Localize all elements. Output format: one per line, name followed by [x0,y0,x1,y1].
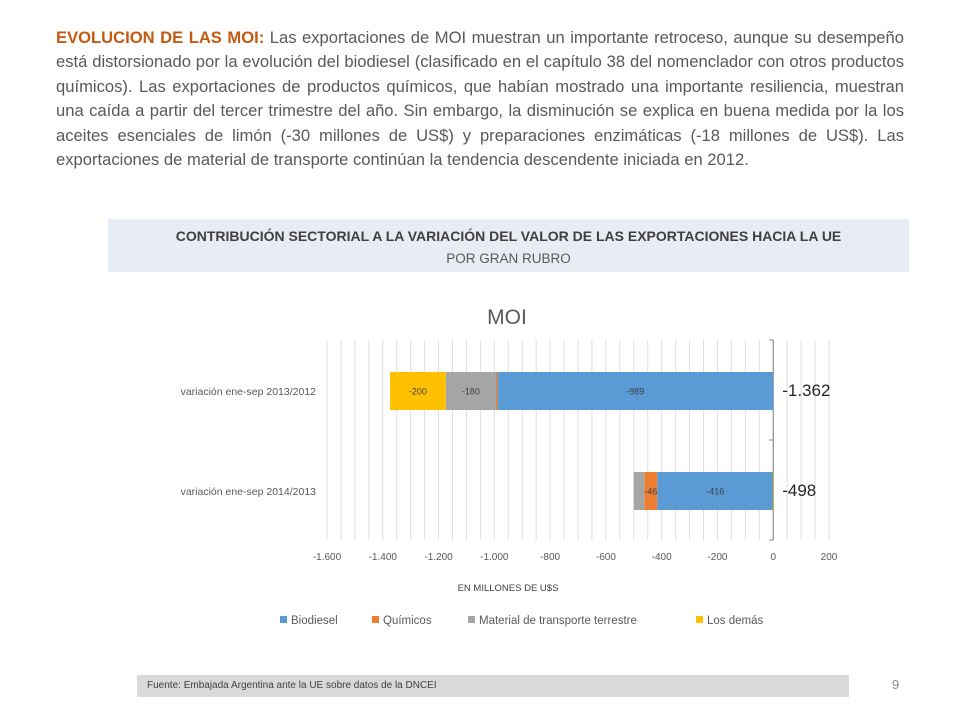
legend-swatch [468,616,475,623]
bar-segment [445,372,497,410]
bar-segment [773,472,775,510]
bar-segment [390,372,446,410]
banner-title: CONTRIBUCIÓN SECTORIAL A LA VARIACIÓN DE… [175,228,842,244]
x-tick-label: 0 [770,552,776,563]
x-tick-label: -400 [652,552,672,563]
legend-swatch [280,616,287,623]
data-label: -989 [626,387,644,397]
source-footer: Fuente: Embajada Argentina ante la UE so… [137,675,849,697]
legend-label: Biodiesel [291,615,338,627]
x-tick-label: 200 [821,552,838,563]
x-tick-label: -200 [707,552,727,563]
x-tick-label: -600 [596,552,616,563]
x-tick-label: -1.000 [480,552,509,563]
bar-segment [633,472,645,510]
source-note: Fuente: Embajada Argentina ante la UE so… [147,680,437,691]
x-tick-label: -1.200 [424,552,453,563]
data-label: -180 [462,387,480,397]
intro-body: Las exportaciones de MOI muestran un imp… [56,28,904,170]
legend-swatch [372,616,379,623]
legend-label: Los demás [707,615,764,627]
x-tick-label: -1.600 [313,552,342,563]
intro-lead: EVOLUCION DE LAS MOI: [56,28,265,47]
chart-legend: Biodiesel Químicos Material de transporte … [280,615,764,627]
data-label: -46 [644,487,657,497]
banner-subtitle: POR GRAN RUBRO [446,251,571,266]
bar-segment [496,372,498,410]
bar-segment [497,372,774,410]
page-number: 9 [892,677,900,692]
data-label: -416 [706,487,724,497]
total-label: -1.362 [782,381,830,400]
x-axis-label: EN MILLONES DE U$S [458,583,559,594]
category-label: variación ene-sep 2014/2013 [181,486,317,498]
legend-label: Químicos [383,615,432,627]
total-label: -498 [782,481,816,500]
x-tick-label: -800 [540,552,560,563]
bar-segment [657,472,774,510]
chart-bars: -989 -180 -200 -1.362 -416 -46 -498 [390,372,830,510]
x-axis-tick-labels: -1.600 -1.400 -1.200 -1.000 -800 -600 -400 -200… [313,552,838,563]
category-label: variación ene-sep 2013/2012 [181,386,317,398]
chart-banner: CONTRIBUCIÓN SECTORIAL A LA VARIACIÓN DE… [108,219,909,272]
category-labels: variación ene-sep 2013/2012 variación ene… [181,386,317,498]
bar-segment [644,472,658,510]
chart-title: MOI [487,306,527,329]
intro-paragraph: EVOLUCION DE LAS MOI: Las exportaciones … [56,26,904,172]
data-label: -200 [409,387,427,397]
x-tick-label: -1.400 [369,552,398,563]
legend-swatch [696,616,703,623]
legend-label: Material de transporte terrestre [479,615,637,627]
